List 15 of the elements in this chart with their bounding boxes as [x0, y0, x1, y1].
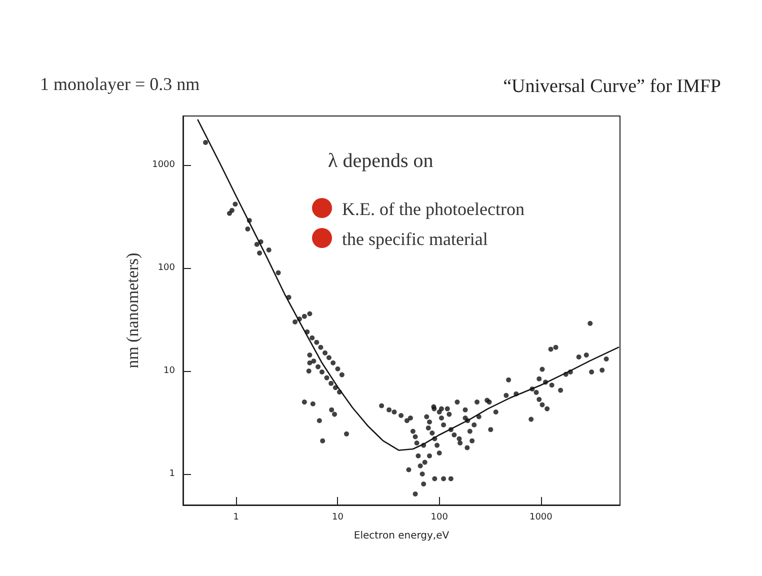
chart-title: “Universal Curve” for IMFP: [503, 76, 722, 97]
y-tick-label: 1000: [152, 160, 176, 170]
y-tick-label: 10: [164, 366, 176, 376]
x-tick-label: 100: [430, 512, 448, 522]
annotation: K.E. of the photoelectron: [342, 199, 524, 219]
x-tick-label: 1000: [529, 512, 553, 522]
x-axis-title: Electron energy,eV: [354, 530, 450, 542]
annotation: the specific material: [342, 229, 488, 249]
x-tick-label: 10: [332, 512, 344, 522]
text: 1 monolayer = 0.3 nm: [40, 74, 200, 94]
y-tick-label: 100: [158, 263, 176, 274]
annotation: λ depends on: [328, 150, 434, 172]
y-tick-label: 1: [169, 469, 175, 480]
y-axis-title: nm (nanometers): [123, 252, 142, 368]
x-tick-label: 1: [233, 512, 239, 522]
